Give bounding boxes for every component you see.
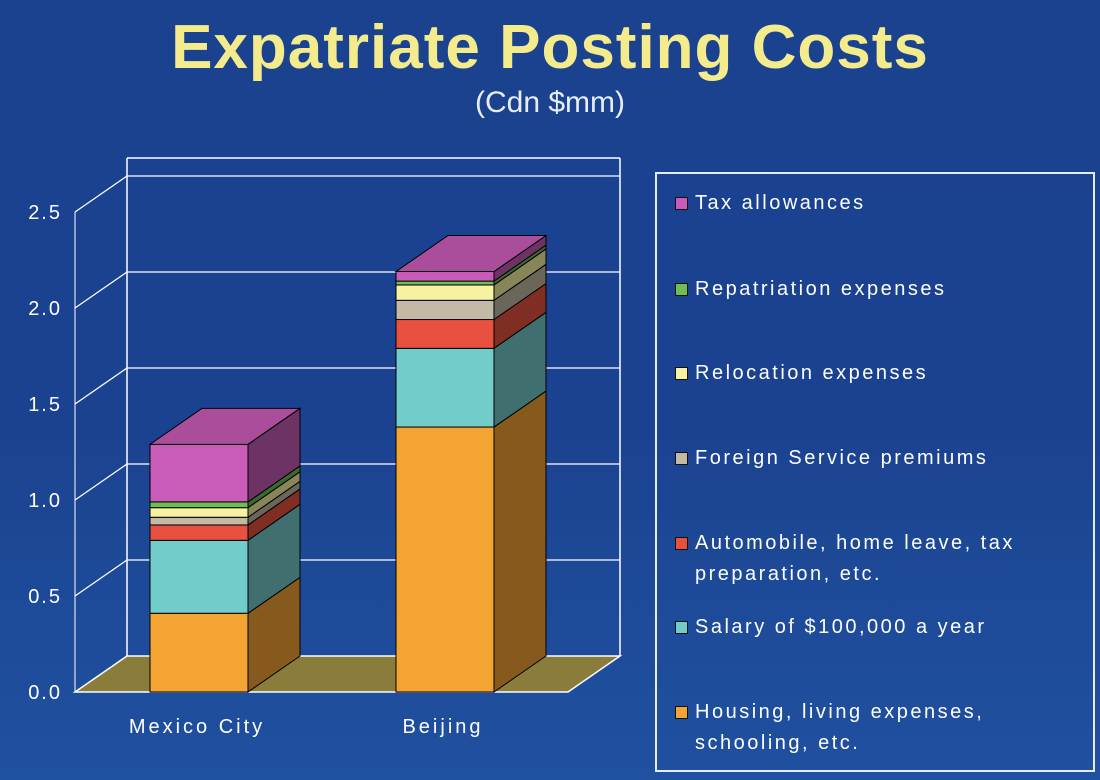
legend-label: Tax allowances	[695, 192, 866, 214]
legend-label: Housing, living expenses, schooling, etc…	[695, 701, 985, 754]
y-tick-label: 2.5	[28, 202, 62, 224]
bar-segment	[395, 271, 495, 282]
legend-item-foreign-service: Foreign Service premiums	[675, 443, 1083, 474]
legend-swatch	[675, 452, 688, 465]
chart-legend: Tax allowances Repatriation expenses Rel…	[655, 172, 1095, 772]
legend-swatch	[675, 197, 688, 210]
bar-segment	[149, 524, 249, 541]
legend-item-automobile: Automobile, home leave, tax preparation,…	[675, 528, 1083, 590]
legend-swatch	[675, 621, 688, 634]
y-tick-label: 1.5	[28, 394, 62, 416]
y-tick-label: 0.0	[28, 682, 62, 704]
legend-label: Salary of $100,000 a year	[695, 616, 987, 638]
legend-item-relocation: Relocation expenses	[675, 358, 1083, 389]
x-tick-label: Beijing	[402, 716, 483, 738]
bar-segment	[149, 539, 249, 614]
bar-segment	[149, 501, 249, 509]
bar-segment	[395, 426, 495, 693]
gridline-depth	[74, 367, 128, 405]
x-tick-label: Mexico City	[129, 716, 265, 738]
legend-label: Relocation expenses	[695, 362, 929, 384]
legend-item-housing: Housing, living expenses, schooling, etc…	[675, 697, 1083, 759]
bar-segment	[149, 507, 249, 518]
bar-segment	[149, 612, 249, 693]
chart-title: Expatriate Posting Costs	[171, 13, 929, 82]
bar-segment	[395, 347, 495, 428]
bar-top-face	[394, 235, 548, 273]
y-tick-label: 2.0	[28, 298, 62, 320]
bar-segment	[149, 443, 249, 503]
legend-item-tax-allowances: Tax allowances	[675, 188, 1083, 219]
bar-segment	[395, 280, 495, 286]
bar-segment	[395, 319, 495, 349]
bar-segment-side	[493, 390, 547, 693]
legend-item-repatriation: Repatriation expenses	[675, 274, 1083, 305]
legend-swatch	[675, 283, 688, 296]
legend-label: Foreign Service premiums	[695, 447, 989, 469]
gridline-depth	[74, 271, 128, 309]
chart-subtitle: (Cdn $mm)	[474, 86, 625, 119]
bar-top-face	[148, 407, 302, 445]
legend-item-salary: Salary of $100,000 a year	[675, 612, 1083, 643]
gridline-depth	[74, 559, 128, 597]
gridline-depth	[74, 175, 128, 213]
legend-swatch	[675, 706, 688, 719]
legend-swatch	[675, 367, 688, 380]
bar-segment	[149, 516, 249, 526]
bar-segment	[395, 284, 495, 301]
legend-label: Automobile, home leave, tax preparation,…	[695, 532, 1015, 585]
bar-segment	[395, 299, 495, 321]
y-tick-label: 1.0	[28, 490, 62, 512]
gridline-depth	[74, 463, 128, 501]
y-tick-label: 0.5	[28, 586, 62, 608]
legend-label: Repatriation expenses	[695, 278, 947, 300]
legend-swatch	[675, 537, 688, 550]
